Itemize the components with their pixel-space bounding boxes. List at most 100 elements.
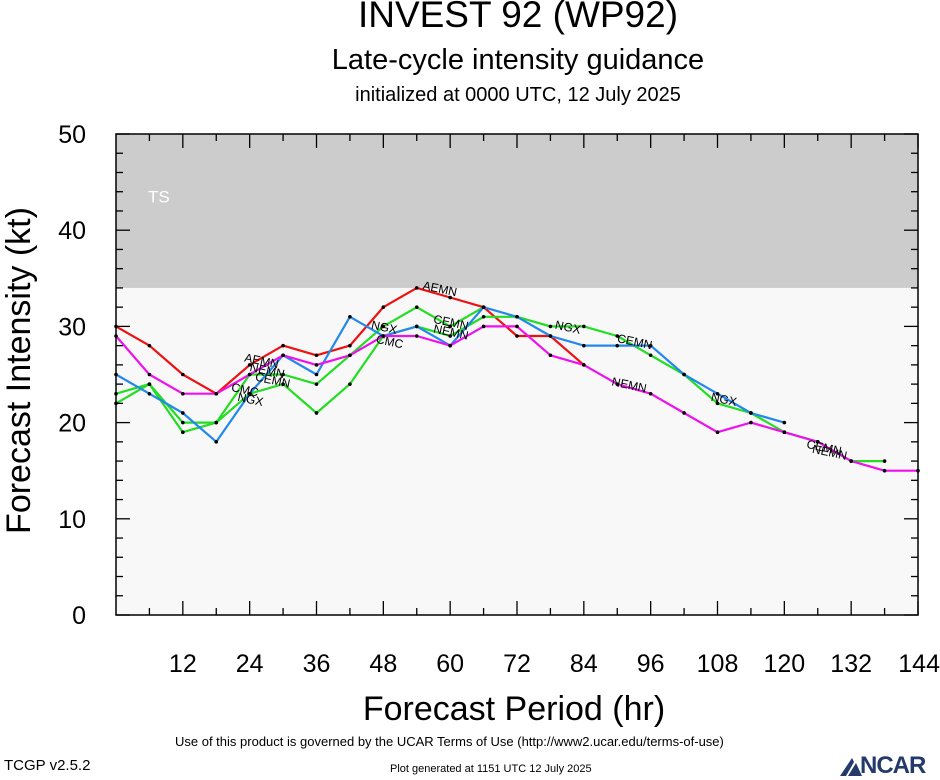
data-point-nemn	[381, 334, 386, 338]
y-tick-label: 20	[58, 410, 86, 438]
series-label-cmc: CMC	[375, 332, 405, 351]
x-tick-label: 48	[369, 650, 397, 678]
data-point-nemn	[314, 363, 319, 367]
x-tick-label: 96	[637, 650, 665, 678]
series-label-ngx: NGX	[236, 390, 264, 409]
series-line-cemn	[115, 315, 885, 463]
data-point-ngx	[648, 343, 653, 348]
data-point-ngx	[314, 372, 319, 377]
data-point-cmc	[281, 372, 285, 377]
data-point-nemn	[582, 363, 586, 367]
y-tick-label: 0	[72, 602, 86, 630]
data-point-cemn	[648, 353, 653, 358]
data-point-nemn	[448, 343, 452, 348]
ts-band-label: TS	[148, 188, 170, 207]
data-point-nemn	[749, 420, 753, 425]
data-point-ngx	[515, 314, 519, 319]
data-point-cemn	[348, 382, 352, 386]
chart-subtitle: Late-cycle intensity guidance	[331, 44, 705, 76]
x-tick-label: 60	[436, 650, 464, 678]
x-tick-label: 84	[570, 650, 598, 678]
x-axis-label: Forecast Period (hr)	[363, 690, 665, 728]
series-label-ngx: NGX	[554, 318, 582, 337]
data-point-nemn	[515, 324, 519, 329]
data-point-aemn	[381, 305, 386, 309]
data-point-ngx	[582, 343, 586, 348]
data-point-cmc	[181, 430, 185, 435]
x-tick-label: 72	[503, 650, 531, 678]
data-point-nemn	[281, 353, 285, 358]
data-point-cemn	[314, 411, 319, 415]
data-point-ngx	[782, 420, 787, 425]
x-tick-label: 132	[830, 650, 872, 678]
data-point-cmc	[414, 305, 419, 309]
data-point-nemn	[348, 353, 352, 358]
data-point-aemn	[414, 286, 419, 290]
data-point-aemn	[515, 334, 519, 338]
ts-band	[116, 134, 918, 288]
data-point-aemn	[314, 353, 319, 358]
version-label: TCGP v2.5.2	[4, 757, 91, 774]
data-point-ngx	[615, 343, 620, 348]
data-point-ngx	[147, 391, 152, 396]
x-tick-label: 12	[169, 650, 197, 678]
data-point-ngx	[181, 411, 185, 415]
data-point-nemn	[882, 468, 887, 473]
data-point-nemn	[782, 430, 787, 435]
series-label-ngx: NGX	[370, 318, 398, 337]
generated-timestamp: Plot generated at 1151 UTC 12 July 2025	[390, 763, 592, 775]
data-point-aemn	[348, 343, 352, 348]
data-point-nemn	[715, 430, 720, 435]
data-point-nemn	[214, 391, 219, 396]
data-point-ngx	[548, 334, 553, 338]
data-point-cemn	[181, 420, 185, 425]
data-point-aemn	[147, 343, 152, 348]
data-point-ngx	[348, 314, 352, 319]
data-point-cemn	[882, 459, 887, 463]
data-point-nemn	[414, 334, 419, 338]
data-point-ngx	[715, 391, 720, 396]
x-tick-label: 144	[898, 650, 940, 678]
data-point-nemn	[815, 440, 820, 444]
y-tick-label: 10	[58, 506, 86, 534]
data-point-cmc	[448, 324, 452, 329]
data-point-nemn	[682, 411, 686, 415]
y-tick-label: 30	[58, 313, 86, 341]
data-point-nemn	[181, 391, 185, 396]
data-point-ngx	[214, 440, 219, 444]
data-point-nemn	[481, 324, 486, 329]
data-point-cemn	[548, 324, 553, 329]
data-point-cemn	[715, 401, 720, 406]
data-point-aemn	[247, 363, 252, 367]
data-point-aemn	[448, 295, 452, 300]
data-point-nemn	[147, 372, 152, 377]
data-point-nemn	[648, 391, 653, 396]
data-point-cemn	[147, 382, 152, 386]
data-point-ngx	[247, 391, 252, 396]
data-point-nemn	[247, 372, 252, 377]
data-point-cemn	[281, 382, 285, 386]
terms-of-use-notice: Use of this product is governed by the U…	[175, 734, 724, 749]
data-point-ngx	[414, 324, 419, 329]
data-point-nemn	[849, 459, 853, 463]
chart-title: INVEST 92 (WP92)	[357, 0, 679, 35]
data-point-cemn	[214, 420, 219, 425]
y-axis-label: Forecast Intensity (kt)	[0, 207, 38, 534]
series-label-cmc: CMC	[230, 380, 260, 399]
y-tick-label: 50	[58, 121, 86, 149]
data-point-nemn	[548, 353, 553, 358]
data-point-cemn	[481, 314, 486, 319]
data-point-aemn	[281, 343, 285, 348]
data-point-aemn	[181, 372, 185, 377]
data-point-cemn	[448, 334, 452, 338]
data-point-cmc	[381, 324, 386, 329]
data-point-ngx	[682, 372, 686, 377]
y-tick-label: 40	[58, 217, 86, 245]
ncar-logo-icon	[840, 758, 862, 776]
x-tick-label: 36	[303, 650, 331, 678]
x-tick-label: 108	[697, 650, 739, 678]
data-point-cemn	[615, 334, 620, 338]
init-time-line: initialized at 0000 UTC, 12 July 2025	[355, 84, 681, 106]
data-point-cmc	[314, 382, 319, 386]
